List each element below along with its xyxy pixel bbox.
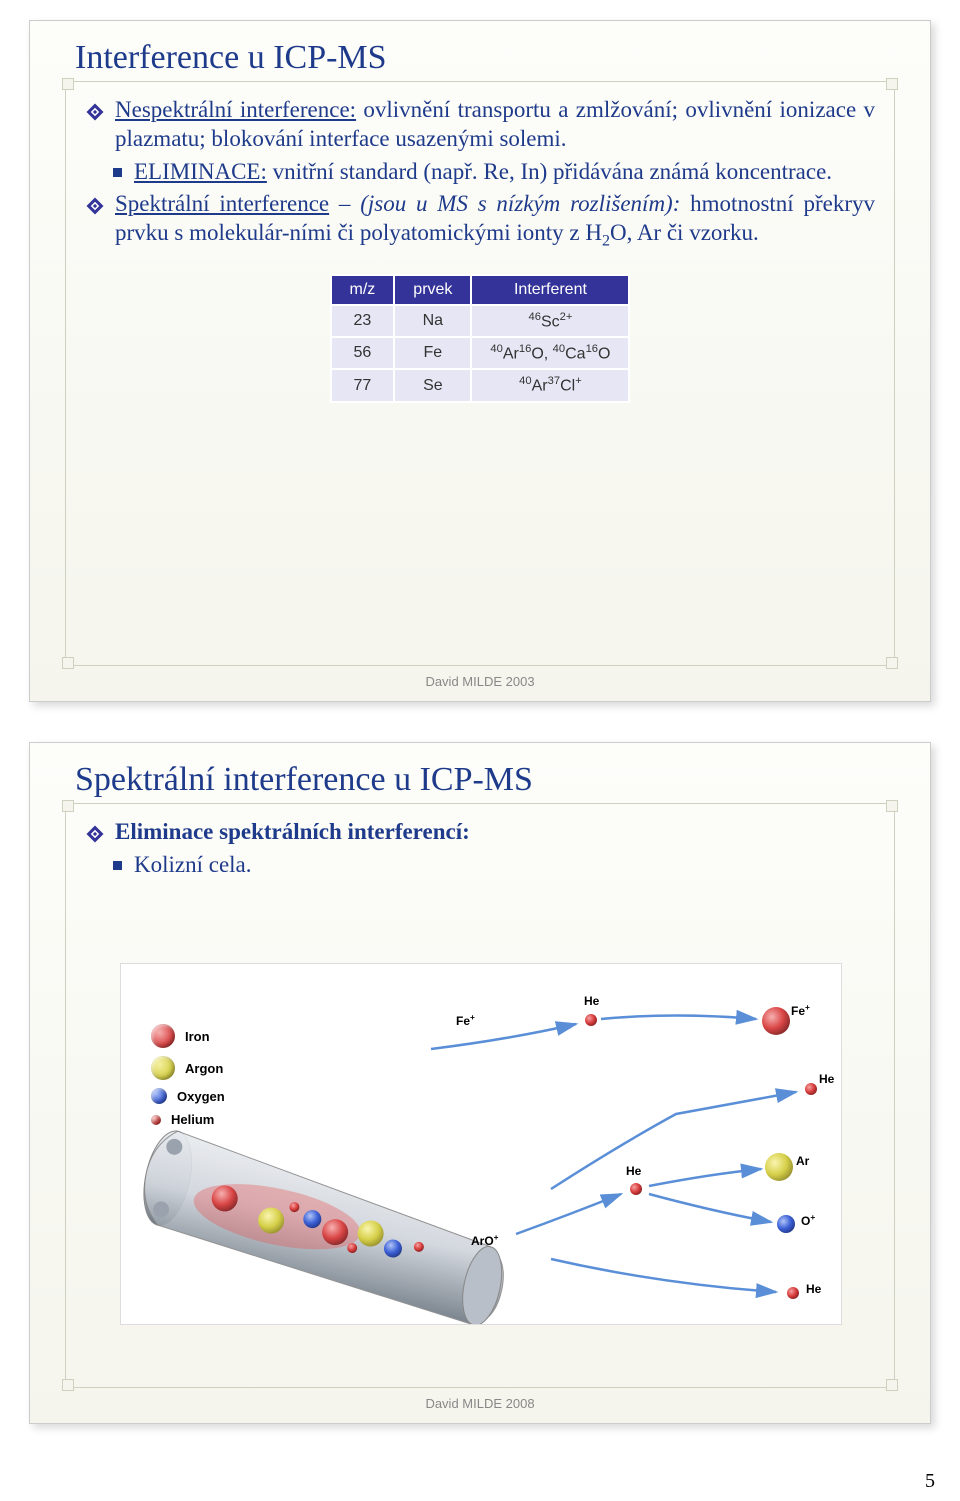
- slide1-content: Nespektrální interference: ovlivnění tra…: [85, 96, 875, 403]
- slide2-content: Eliminace spektrálních interferencí: Kol…: [85, 818, 875, 884]
- spectral-text-b: O, Ar či vzorku.: [610, 220, 759, 245]
- collision-cell-diagram: Iron Argon Oxygen Helium: [120, 963, 842, 1325]
- eliminace-label: ELIMINACE:: [134, 159, 267, 184]
- label-fe1: Fe+: [456, 1012, 475, 1028]
- collision-cell-svg: [121, 964, 841, 1324]
- label-he-3: He: [626, 1164, 641, 1178]
- diamond-icon: [85, 102, 105, 122]
- bullet-nonspectral: Nespektrální interference: ovlivnění tra…: [85, 96, 875, 154]
- slide1-title: Interference u ICP-MS: [75, 39, 387, 77]
- slide-2: Spektrální interference u ICP-MS Elimina…: [29, 742, 931, 1424]
- elim-heading: Eliminace spektrálních interferencí:: [115, 818, 875, 847]
- label-aro: ArO+: [471, 1232, 499, 1248]
- footer-1: David MILDE 2003: [30, 674, 930, 689]
- label-o: O+: [801, 1212, 815, 1228]
- spectral-label: Spektrální interference: [115, 191, 329, 216]
- bullet-spectral: Spektrální interference – (jsou u MS s n…: [85, 190, 875, 251]
- table-row: 56 Fe 40Ar16O, 40Ca16O: [331, 337, 630, 369]
- table-row: 77 Se 40Ar37Cl+: [331, 369, 630, 401]
- square-icon: [113, 168, 122, 177]
- square-icon: [113, 861, 122, 870]
- label-he-4: He: [806, 1282, 821, 1296]
- sub-eliminace: ELIMINACE: vnitřní standard (např. Re, I…: [85, 158, 875, 187]
- diamond-icon: [85, 196, 105, 216]
- spectral-italic: – (jsou u MS s nízkým rozlišením):: [329, 191, 680, 216]
- footer-2: David MILDE 2008: [30, 1396, 930, 1411]
- sub-collision: Kolizní cela.: [85, 851, 875, 880]
- interference-table: m/z prvek Interferent 23 Na 46Sc2+ 56 Fe…: [330, 274, 631, 403]
- label-ar: Ar: [796, 1154, 809, 1168]
- th-element: prvek: [394, 275, 471, 305]
- slide2-title: Spektrální interference u ICP-MS: [75, 761, 533, 799]
- collision-text: Kolizní cela.: [134, 851, 875, 880]
- nonspectral-label: Nespektrální interference:: [115, 97, 356, 122]
- bullet-elim: Eliminace spektrálních interferencí:: [85, 818, 875, 847]
- label-he-1: He: [584, 994, 599, 1008]
- th-interferent: Interferent: [471, 275, 629, 305]
- diamond-icon: [85, 824, 105, 844]
- label-he-2: He: [819, 1072, 834, 1086]
- th-mz: m/z: [331, 275, 395, 305]
- eliminace-text: vnitřní standard (např. Re, In) přidáván…: [267, 159, 832, 184]
- table-row: 23 Na 46Sc2+: [331, 305, 630, 337]
- slide-1: Interference u ICP-MS Nespektrální inter…: [29, 20, 931, 702]
- table-header-row: m/z prvek Interferent: [331, 275, 630, 305]
- label-fe2: Fe+: [791, 1002, 810, 1018]
- page-number: 5: [925, 1470, 935, 1493]
